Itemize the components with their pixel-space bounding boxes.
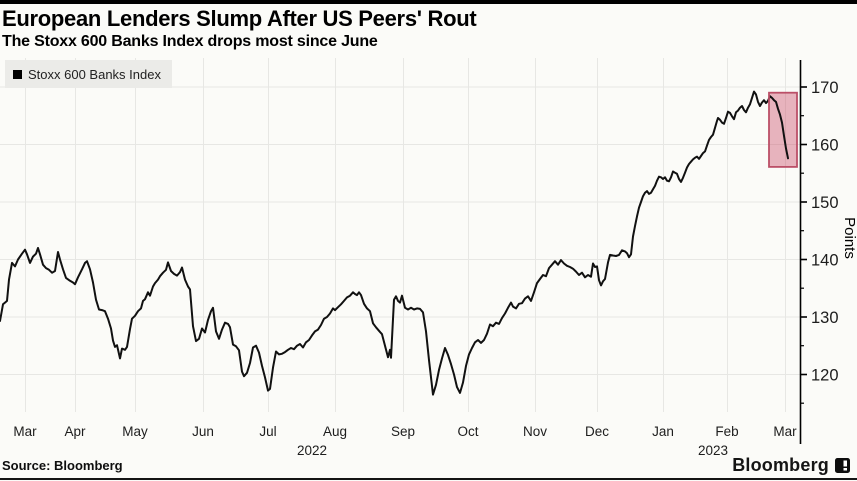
- y-axis-tick-label: 140: [811, 252, 839, 270]
- top-accent-bar: [0, 0, 857, 4]
- y-axis-tick-label: 150: [811, 194, 839, 212]
- year-label: 2023: [698, 443, 728, 458]
- y-axis-title: Points: [841, 217, 857, 259]
- y-axis-tick-label: 120: [811, 367, 839, 385]
- y-axis-tick-label: 160: [811, 137, 839, 155]
- year-label: 2022: [297, 443, 327, 458]
- x-axis-label: Aug: [323, 424, 347, 439]
- highlight-region-border: [768, 91, 798, 168]
- x-axis-label: Jul: [259, 424, 276, 439]
- bottom-border: [0, 478, 857, 480]
- x-axis-label: May: [122, 424, 148, 439]
- x-axis-label: Dec: [585, 424, 609, 439]
- x-axis-label: Mar: [773, 424, 797, 439]
- chart-subtitle: The Stoxx 600 Banks Index drops most sin…: [2, 33, 378, 50]
- x-axis-label: Apr: [64, 424, 86, 439]
- legend-label: Stoxx 600 Banks Index: [28, 66, 161, 82]
- x-axis-label: Feb: [715, 424, 738, 439]
- chart-title: European Lenders Slump After US Peers' R…: [2, 6, 477, 31]
- legend: Stoxx 600 Banks Index: [5, 60, 172, 88]
- bloomberg-watermark: Bloomberg: [732, 455, 850, 476]
- x-axis-label: Jun: [192, 424, 214, 439]
- x-axis-label: Sep: [391, 424, 415, 439]
- legend-swatch-icon: [13, 69, 22, 79]
- bloomberg-logo-icon: [835, 458, 850, 473]
- source-note: Source: Bloomberg: [2, 458, 123, 473]
- x-axis-label: Jan: [652, 424, 674, 439]
- y-axis-tick-label: 130: [811, 309, 839, 327]
- x-axis-label: Mar: [13, 424, 37, 439]
- y-axis-tick-label: 170: [811, 79, 839, 97]
- price-chart: 120 130 140 150 160 170 Mar Apr May Jun Jul Aug Sep O…: [0, 58, 857, 458]
- x-axis-label: Nov: [523, 424, 547, 439]
- bloomberg-watermark-text: Bloomberg: [732, 455, 829, 475]
- index-line: [0, 90, 789, 396]
- x-axis-label: Oct: [457, 424, 478, 439]
